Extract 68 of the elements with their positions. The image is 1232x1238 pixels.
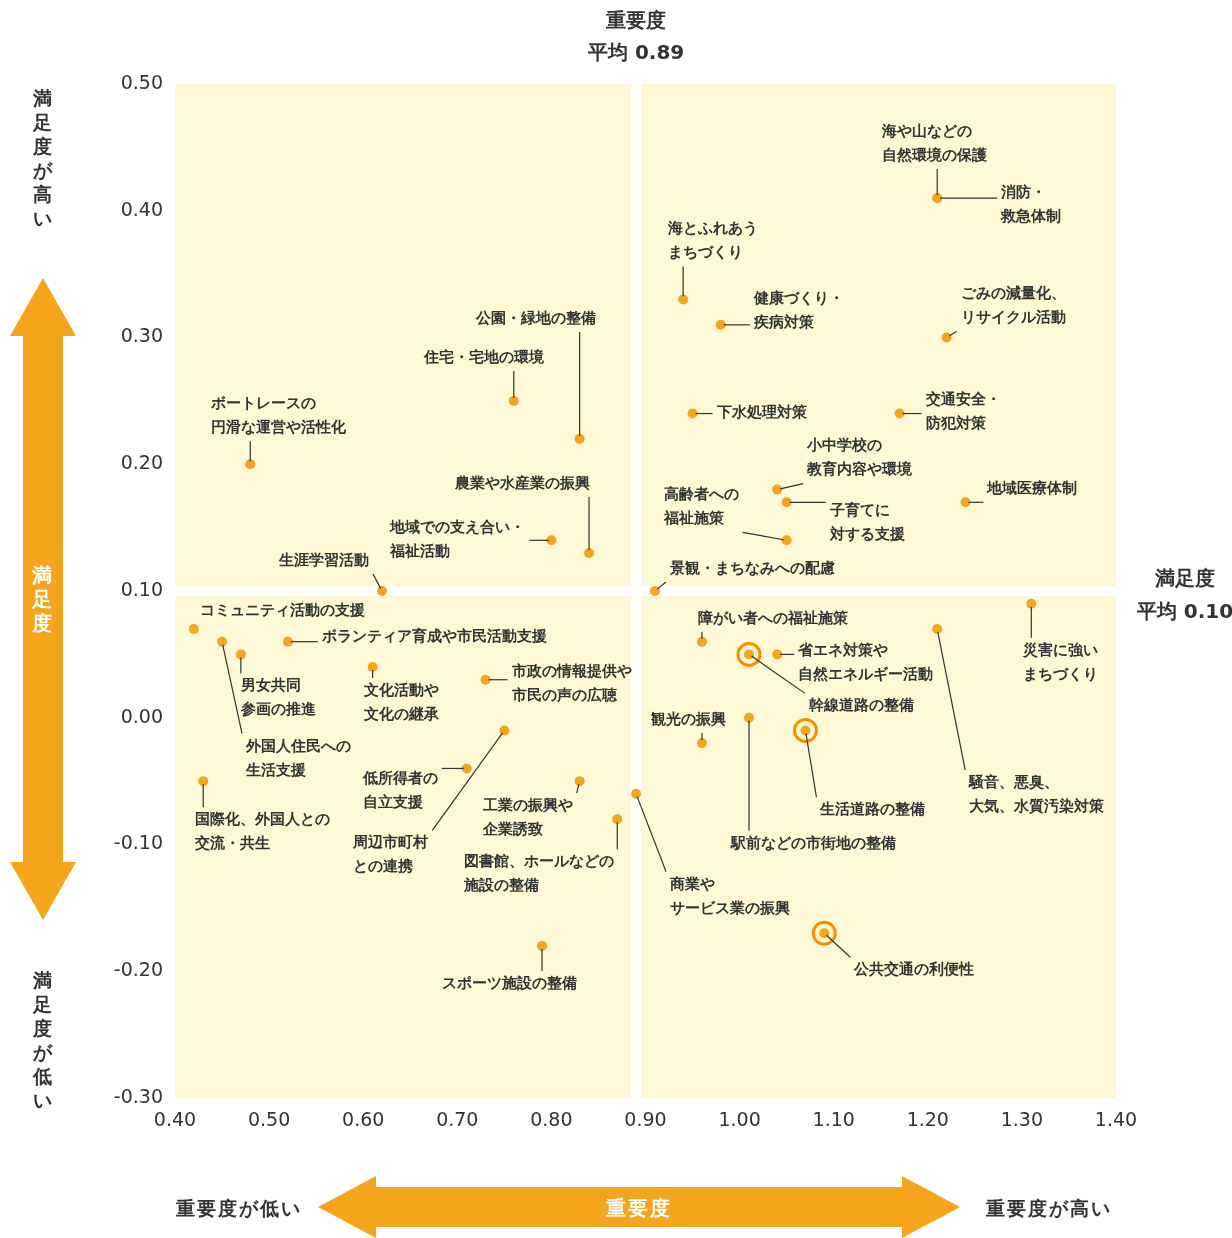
x-tick-label: 0.60 [342,1108,385,1131]
annotation: 男女共同参画の推進 [239,676,317,719]
x-tick-label: 0.90 [624,1108,667,1131]
annotation: 子育てに対する支援 [828,501,905,544]
annotation: 住宅・宅地の環境 [422,347,545,366]
annotation: 図書館、ホールなどの施設の整備 [463,852,615,895]
annotation: 市政の情報提供や市民の声の広聴 [510,661,632,704]
annotation: 地域での支え合い・福祉活動 [389,518,526,561]
text: 満足度が低い [31,968,54,1112]
annotation: 消防・救急体制 [1000,182,1062,225]
annotation: 観光の振興 [649,709,726,728]
ref-line-label: 重要度平均 0.89 [586,8,685,65]
annotation: コミュニティ活動の支援 [199,600,365,619]
y-tick-label: -0.10 [113,831,163,854]
text: 重要度が高い [986,1196,1112,1221]
annotation: 公共交通の利便性 [853,960,975,979]
y-tick-label: -0.20 [113,958,163,981]
annotation: 外国人住民への生活支援 [245,736,352,779]
text: 重要度が低い [176,1196,302,1221]
text: 満足度が高い [31,86,54,230]
x-tick-label: 1.10 [812,1108,855,1131]
ref-line-label: 満足度平均 0.10 [1135,566,1232,624]
annotation: 公園・緑地の整備 [474,308,596,327]
y-tick-label: 0.10 [120,577,163,600]
annotation: 騒音、悪臭、大気、水質汚染対策 [968,772,1106,815]
annotation: 海とふれあうまちづくり [667,219,759,262]
x-tick-label: 0.50 [247,1108,291,1131]
annotation: 文化活動や文化の継承 [362,680,440,723]
annotation: 低所得者の自立支援 [361,769,438,812]
annotation: 国際化、外国人との交流・共生 [194,810,331,853]
annotation: 景観・まちなみへの配慮 [668,558,835,577]
annotation: ボートレースの円滑な運営や活性化 [210,394,348,437]
annotation: 省エネ対策や自然エネルギー活動 [797,641,934,684]
annotation: 周辺市町村との連携 [352,833,429,876]
x-tick-label: 1.40 [1094,1108,1138,1131]
x-tick-label: 0.80 [530,1108,573,1131]
annotation: 障がい者への福祉施策 [697,608,849,627]
annotation: 商業やサービス業の振興 [669,874,791,917]
x-tick-label: 0.70 [436,1108,479,1131]
annotation: 農業や水産業の振興 [454,473,591,492]
annotation: 高齢者への福祉施策 [662,485,739,528]
x-tick-label: 1.30 [1000,1108,1044,1131]
annotation: 小中学校の教育内容や環境 [806,436,914,479]
y-tick-label: 0.50 [120,70,163,93]
annotation: 幹線道路の整備 [809,696,915,715]
y-tick-label: 0.00 [120,704,163,727]
annotation: 生涯学習活動 [278,550,370,569]
annotation: 健康づくり・疾病対策 [752,288,844,331]
annotation: 下水処理対策 [715,403,808,422]
y-tick-label: 0.40 [120,197,163,220]
annotation: 海や山などの自然環境の保護 [881,121,988,164]
annotation: 地域医療体制 [986,479,1078,498]
y-axis-title: 満足度 [31,563,55,635]
annotation: スポーツ施設の整備 [441,973,577,992]
annotation: 工業の振興や企業誘致 [481,796,573,839]
y-tick-label: 0.30 [120,324,163,347]
annotation: ボランティア育成や市民活動支援 [320,626,547,645]
annotation: 駅前などの市街地の整備 [730,833,897,852]
annotation: 交通安全・防犯対策 [924,390,1001,433]
x-tick-label: 0.40 [153,1108,197,1131]
annotation: 生活道路の整備 [819,800,926,819]
y-tick-label: -0.30 [113,1084,163,1107]
x-tick-label: 1.20 [906,1108,949,1131]
y-tick-label: 0.20 [120,451,163,474]
x-axis-title: 重要度 [606,1194,672,1222]
annotation: 災害に強いまちづくり [1022,640,1099,683]
x-tick-label: 1.00 [718,1108,761,1131]
annotation: ごみの減量化、リサイクル活動 [960,284,1066,327]
